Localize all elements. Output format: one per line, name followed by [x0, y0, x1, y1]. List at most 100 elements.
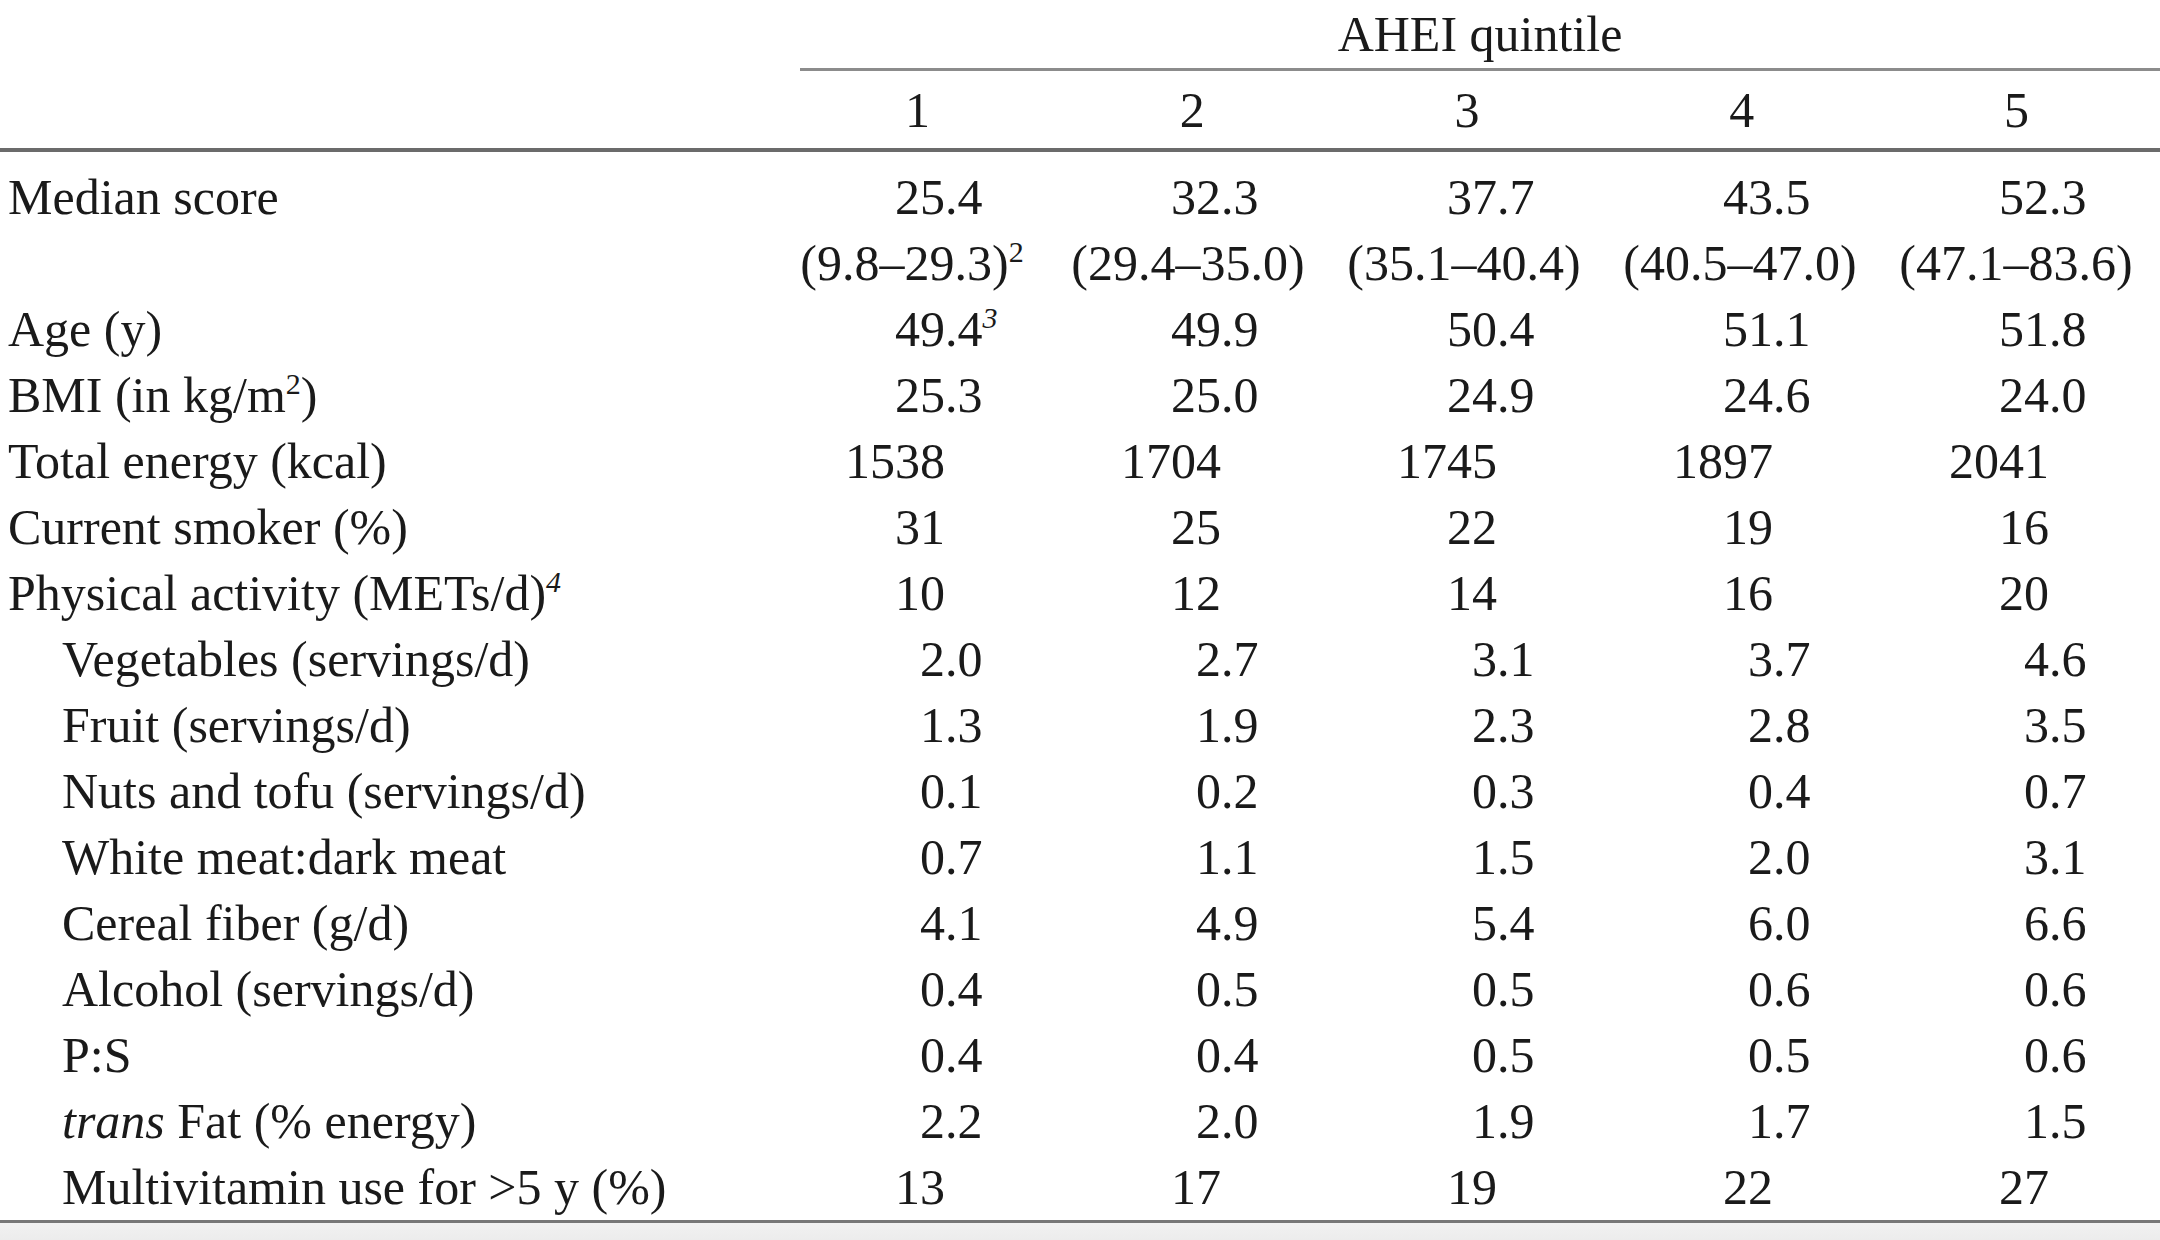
data-cell: 2.7: [1050, 630, 1326, 688]
data-cell: 0.4: [774, 960, 1050, 1018]
table-row: Median score25.432.337.743.552.3: [0, 164, 2160, 230]
fraction-part: [1221, 1158, 1326, 1216]
row-label: Multivitamin use for >5 y (%): [0, 1158, 774, 1216]
fraction-part: [1773, 564, 1878, 622]
data-cell: 2.0: [1602, 828, 1878, 886]
fraction-part: [945, 564, 1050, 622]
text-segment: Total energy (kcal): [8, 433, 387, 489]
integer-part: 19: [1326, 1158, 1497, 1216]
integer-part: 16: [1878, 498, 2049, 556]
data-cell: 0.4: [1602, 762, 1878, 820]
integer-part: 1538: [774, 432, 945, 490]
row-label: Alcohol (servings/d): [0, 960, 774, 1018]
integer-part: 3: [1878, 828, 2049, 886]
data-cell: 10: [774, 564, 1050, 622]
column-header: 1: [780, 81, 1055, 139]
row-label: Fruit (servings/d): [0, 696, 774, 754]
data-cell: 25.0: [1050, 366, 1326, 424]
data-cell: 52.3: [1878, 168, 2154, 226]
data-cell: 49.9: [1050, 300, 1326, 358]
integer-part: 0: [1326, 1026, 1497, 1084]
data-cell: 0.4: [1050, 1026, 1326, 1084]
data-cell: 25.3: [774, 366, 1050, 424]
data-cell: 1.9: [1050, 696, 1326, 754]
fraction-part: .1: [945, 762, 1050, 820]
data-cell: 13: [774, 1158, 1050, 1216]
text-segment: (35.1–40.4): [1347, 235, 1580, 291]
fraction-part: .7: [1221, 630, 1326, 688]
integer-part: 0: [1326, 960, 1497, 1018]
fraction-part: .9: [1497, 1092, 1602, 1150]
fraction-part: .9: [1221, 300, 1326, 358]
data-cell: 31: [774, 498, 1050, 556]
fraction-part: [1221, 564, 1326, 622]
fraction-part: [1221, 432, 1326, 490]
data-cell: 2.2: [774, 1092, 1050, 1150]
fraction-part: [2049, 498, 2154, 556]
integer-part: 2: [774, 1092, 945, 1150]
data-cell: (47.1–83.6): [1878, 234, 2154, 292]
data-cell: 0.6: [1878, 960, 2154, 1018]
data-cell: 1.7: [1602, 1092, 1878, 1150]
data-cell: 24.6: [1602, 366, 1878, 424]
fraction-part: [1773, 1158, 1878, 1216]
integer-part: 6: [1602, 894, 1773, 952]
data-cell: 0.1: [774, 762, 1050, 820]
fraction-part: .0: [1221, 366, 1326, 424]
data-cell: 32.3: [1050, 168, 1326, 226]
fraction-part: .5: [2049, 696, 2154, 754]
data-cell: 16: [1878, 498, 2154, 556]
integer-part: 20: [1878, 564, 2049, 622]
fraction-part: [1497, 564, 1602, 622]
text-segment: Age (y): [8, 301, 162, 357]
data-cell: 12: [1050, 564, 1326, 622]
fraction-part: [945, 432, 1050, 490]
column-header: 4: [1604, 81, 1879, 139]
integer-part: 25: [774, 168, 945, 226]
fraction-part: .8: [2049, 300, 2154, 358]
integer-part: 0: [1602, 960, 1773, 1018]
data-cell: 0.6: [1602, 960, 1878, 1018]
data-cell: 20: [1878, 564, 2154, 622]
data-cell: 2041: [1878, 432, 2154, 490]
integer-part: 22: [1602, 1158, 1773, 1216]
text-segment: (29.4–35.0): [1071, 235, 1304, 291]
integer-part: 1745: [1326, 432, 1497, 490]
text-segment: Multivitamin use for >5 y (%): [62, 1159, 667, 1215]
integer-part: 2: [1050, 1092, 1221, 1150]
data-cell: 0.5: [1050, 960, 1326, 1018]
group-header: AHEI quintile: [800, 0, 2160, 68]
integer-part: 52: [1878, 168, 2049, 226]
data-cell: 1.5: [1878, 1092, 2154, 1150]
data-cell: (35.1–40.4): [1326, 234, 1602, 292]
text-segment: P:S: [62, 1027, 132, 1083]
data-cell: 4.1: [774, 894, 1050, 952]
data-cell: 0.6: [1878, 1026, 2154, 1084]
fraction-part: [1497, 432, 1602, 490]
table-row: Multivitamin use for >5 y (%)1317192227: [0, 1154, 2160, 1220]
integer-part: 16: [1602, 564, 1773, 622]
table-row: P:S0.40.40.50.50.6: [0, 1022, 2160, 1088]
data-cell: (40.5–47.0): [1602, 234, 1878, 292]
fraction-part: .3: [1221, 168, 1326, 226]
integer-part: 3: [1878, 696, 2049, 754]
fraction-part: .1: [1773, 300, 1878, 358]
table-row: Current smoker (%)3125221916: [0, 494, 2160, 560]
fraction-part: [2049, 1158, 2154, 1216]
table-row: Alcohol (servings/d)0.40.50.50.60.6: [0, 956, 2160, 1022]
text-segment: BMI (in kg/m: [8, 367, 286, 423]
footnote-marker: 2: [286, 367, 301, 400]
text-segment: ): [301, 367, 318, 423]
data-cell: 2.3: [1326, 696, 1602, 754]
fraction-part: .6: [2049, 1026, 2154, 1084]
data-cell: (29.4–35.0): [1050, 234, 1326, 292]
data-cell: 0.5: [1602, 1026, 1878, 1084]
integer-part: 27: [1878, 1158, 2049, 1216]
row-label: P:S: [0, 1026, 774, 1084]
integer-part: 0: [1050, 960, 1221, 1018]
data-cell: 5.4: [1326, 894, 1602, 952]
text-segment: Current smoker (%): [8, 499, 408, 555]
fraction-part: .5: [1497, 960, 1602, 1018]
integer-part: 43: [1602, 168, 1773, 226]
data-cell: 0.2: [1050, 762, 1326, 820]
